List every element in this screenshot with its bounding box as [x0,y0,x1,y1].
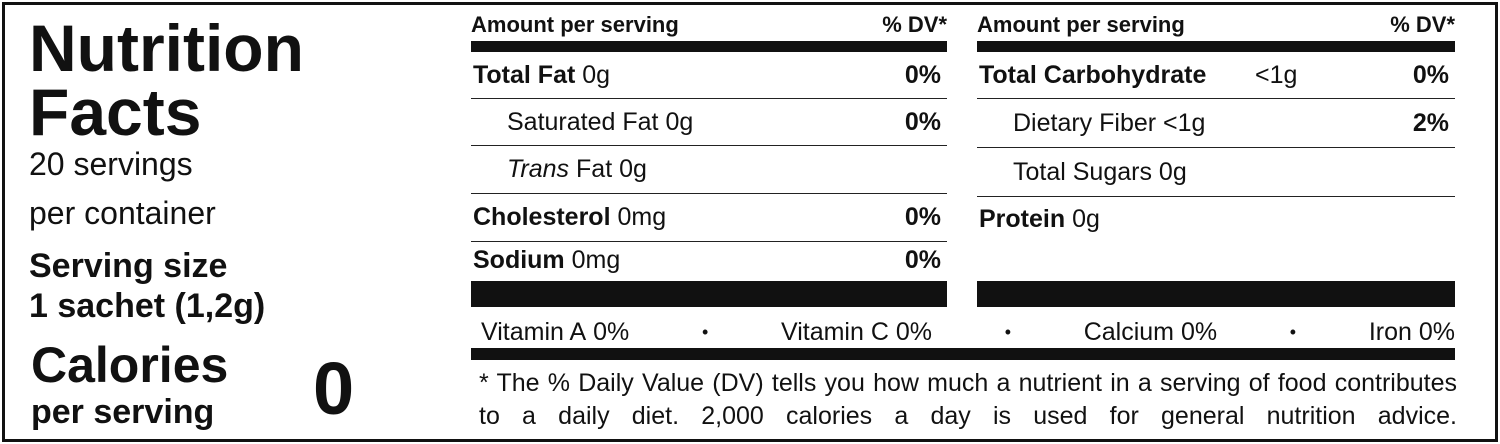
nutrient-dv: 2% [1412,108,1449,137]
vitamin-name: Vitamin A [481,317,587,346]
table-header: Amount per serving % DV* [977,11,1455,39]
nutrient-name: Fat [576,155,613,183]
nutrient-row: Total Fat 0g 0% [471,53,947,99]
nutrient-amount: 0mg [571,246,621,274]
table-header: Amount per serving % DV* [471,11,947,39]
calories-sublabel: per serving [31,393,215,431]
nutrient-row: Protein 0g [977,197,1455,241]
nutrient-amount: 0g [1072,204,1100,233]
nutrient-name: Protein [979,204,1066,233]
nutrient-row: Sodium 0mg 0% [471,242,947,279]
serving-size-value: 1 sachet (1,2g) [29,287,266,325]
vitamin-value: 0% [895,317,932,346]
vitamin-value: 0% [1418,317,1455,346]
nutrient-row: Cholesterol 0mg 0% [471,194,947,242]
bullet: • [1289,321,1297,342]
servings: 20 servings [29,146,193,182]
vitamin-value: 0% [1180,317,1218,346]
vitamin: Vitamin C 0% [781,318,932,347]
title: Nutrition [29,11,304,85]
vitamin: Iron 0% [1369,318,1455,347]
vitamin-name: Iron [1368,317,1412,346]
calories-value: 0 [313,347,355,430]
nutrient-amount: <1g [1163,108,1206,137]
nutrient-name: Sodium [473,246,565,274]
footnote: * The % Daily Value (DV) tells you how m… [479,369,1457,430]
nutrient-row: Total Carbohydrate <1g 0% [977,53,1455,99]
serving-size-label: Serving size [29,247,228,285]
vitamin-value: 0% [593,317,630,346]
nutrient-amount: 0g [582,61,611,89]
header-amount: Amount per serving [471,12,679,37]
nutrient-dv: 0% [904,246,941,274]
calories-label: Calories [31,337,229,393]
title: Facts [29,75,202,149]
nutrient-name: Total Carbohydrate [979,61,1207,89]
nutrient-row: Trans Fat 0g [471,146,947,194]
nutrient-name: Total Sugars [1013,157,1152,186]
nutrient-dv: 0% [904,203,941,231]
vitamin-name: Calcium [1083,317,1174,346]
nutrient-name: Saturated Fat [507,107,659,136]
header-dv: % DV* [1390,12,1455,37]
nutrient-amount: 0g [665,107,694,136]
servings: per container [29,195,216,231]
divider [471,41,947,52]
divider [471,348,1455,360]
divider [977,41,1455,52]
bullet: • [701,321,709,342]
nutrient-dv: 0% [1412,61,1449,89]
nutrient-dv: 0% [904,61,941,89]
divider [977,281,1455,307]
nutrient-row: Dietary Fiber <1g 2% [977,99,1455,148]
header-dv: % DV* [882,12,947,37]
vitamins: Vitamin A 0% • Vitamin C 0% • Calcium 0% • Iro… [481,313,1455,351]
nutrient-amount: 0g [1158,157,1187,186]
nutrient-name: Trans [507,155,570,183]
divider [471,281,947,307]
nutrient-amount: <1g [1254,61,1298,89]
nutrient-row: Total Sugars 0g [977,148,1455,197]
nutrient-row: Saturated Fat 0g 0% [471,99,947,146]
header-amount: Amount per serving [977,12,1185,37]
nutrient-name: Total Fat [473,61,576,89]
nutrient-amount: 0g [619,155,647,183]
nutrient-name: Dietary Fiber [1013,108,1157,137]
vitamin-name: Vitamin C [780,317,889,346]
vitamin: Vitamin A 0% [481,318,629,347]
bullet: • [1004,321,1011,342]
vitamin: Calcium 0% [1084,318,1217,347]
nutrient-amount: 0mg [617,203,667,231]
nutrient-name: Cholesterol [473,203,611,231]
nutrient-dv: 0% [904,107,941,136]
